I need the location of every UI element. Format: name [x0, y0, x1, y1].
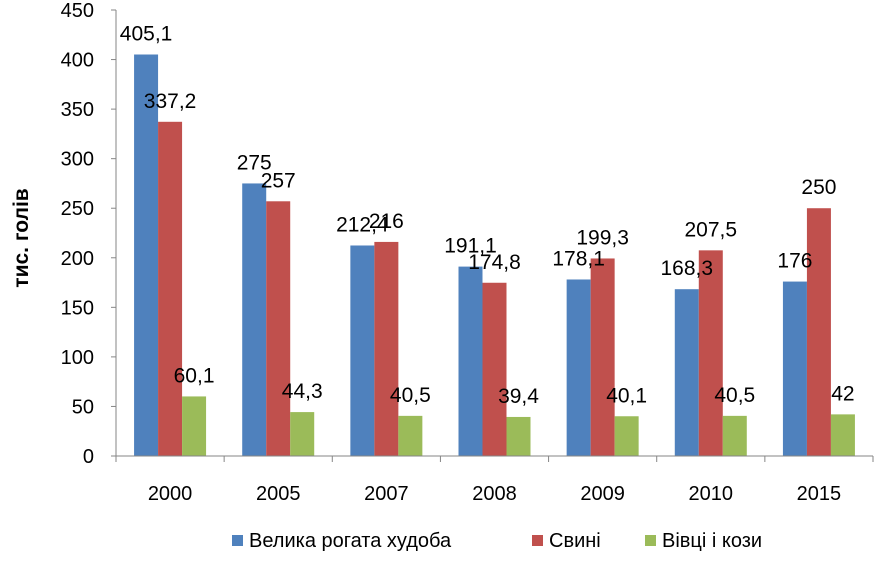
bar: [266, 201, 291, 456]
data-label: 405,1: [120, 23, 173, 46]
bar: [134, 54, 159, 457]
y-tick-label: 200: [61, 248, 94, 270]
y-tick-label: 300: [61, 149, 94, 171]
y-tick-label: 0: [83, 446, 94, 468]
bar: [398, 415, 423, 456]
data-label: 207,5: [685, 218, 738, 241]
bar: [374, 241, 399, 456]
bar: [806, 208, 831, 456]
bar: [782, 281, 807, 456]
x-tick-label: 2010: [689, 483, 734, 505]
x-tick-label: 2000: [148, 483, 193, 505]
y-tick-label: 50: [72, 396, 94, 418]
data-label: 40,5: [390, 384, 431, 407]
bar: [458, 266, 483, 456]
legend-swatch: [645, 535, 656, 546]
bar: [674, 289, 699, 456]
y-tick-label: 350: [61, 99, 94, 121]
data-label: 39,4: [498, 385, 539, 408]
data-label: 337,2: [144, 90, 197, 113]
data-label: 44,3: [282, 380, 323, 403]
bar: [350, 245, 375, 456]
x-tick-label: 2007: [364, 483, 409, 505]
bars-group: [134, 54, 855, 457]
bar: [566, 279, 591, 456]
y-tick-label: 100: [61, 347, 94, 369]
y-tick-label: 250: [61, 198, 94, 220]
data-label: 42: [831, 382, 854, 405]
bar: [506, 416, 531, 456]
y-tick-label: 450: [61, 0, 94, 22]
axes-group: 0 50 100 150 200 250 300 350 400 450 2000 2005 2007 2…: [61, 0, 874, 505]
bar: [830, 414, 855, 456]
data-label: 199,3: [576, 226, 629, 249]
data-label: 60,1: [174, 364, 215, 387]
bar: [722, 415, 747, 456]
data-label: 191,1: [444, 235, 497, 258]
legend-swatch: [232, 535, 243, 546]
data-label: 216: [369, 210, 404, 233]
data-label: 257: [261, 169, 296, 192]
legend: Велика рогата худоба Свині Вівці і кози: [232, 530, 762, 552]
bar: [482, 282, 507, 456]
legend-swatch: [532, 535, 543, 546]
data-label: 275: [237, 151, 272, 174]
y-tick-label: 150: [61, 297, 94, 319]
bar: [614, 416, 639, 456]
bar: [158, 121, 183, 456]
legend-label: Вівці і кози: [662, 530, 762, 552]
data-label: 250: [801, 176, 836, 199]
x-tick-label: 2008: [472, 483, 517, 505]
legend-label: Велика рогата худоба: [249, 530, 452, 552]
data-label: 40,1: [606, 384, 647, 407]
bar: [182, 396, 207, 456]
data-label: 174,8: [468, 251, 521, 274]
data-label: 168,3: [661, 257, 714, 280]
bar: [290, 412, 315, 456]
x-tick-label: 2015: [797, 483, 842, 505]
bar: [242, 183, 267, 456]
x-tick-label: 2005: [256, 483, 301, 505]
bar: [698, 250, 723, 456]
legend-label: Свині: [549, 530, 601, 552]
x-tick-label: 2009: [580, 483, 625, 505]
data-label: 40,5: [714, 384, 755, 407]
y-tick-label: 400: [61, 50, 94, 72]
data-label: 178,1: [552, 247, 605, 270]
data-label: 212,4: [336, 213, 389, 236]
y-axis-label: тис. голів: [10, 188, 33, 287]
data-label: 176: [777, 250, 812, 273]
bar: [590, 258, 615, 456]
